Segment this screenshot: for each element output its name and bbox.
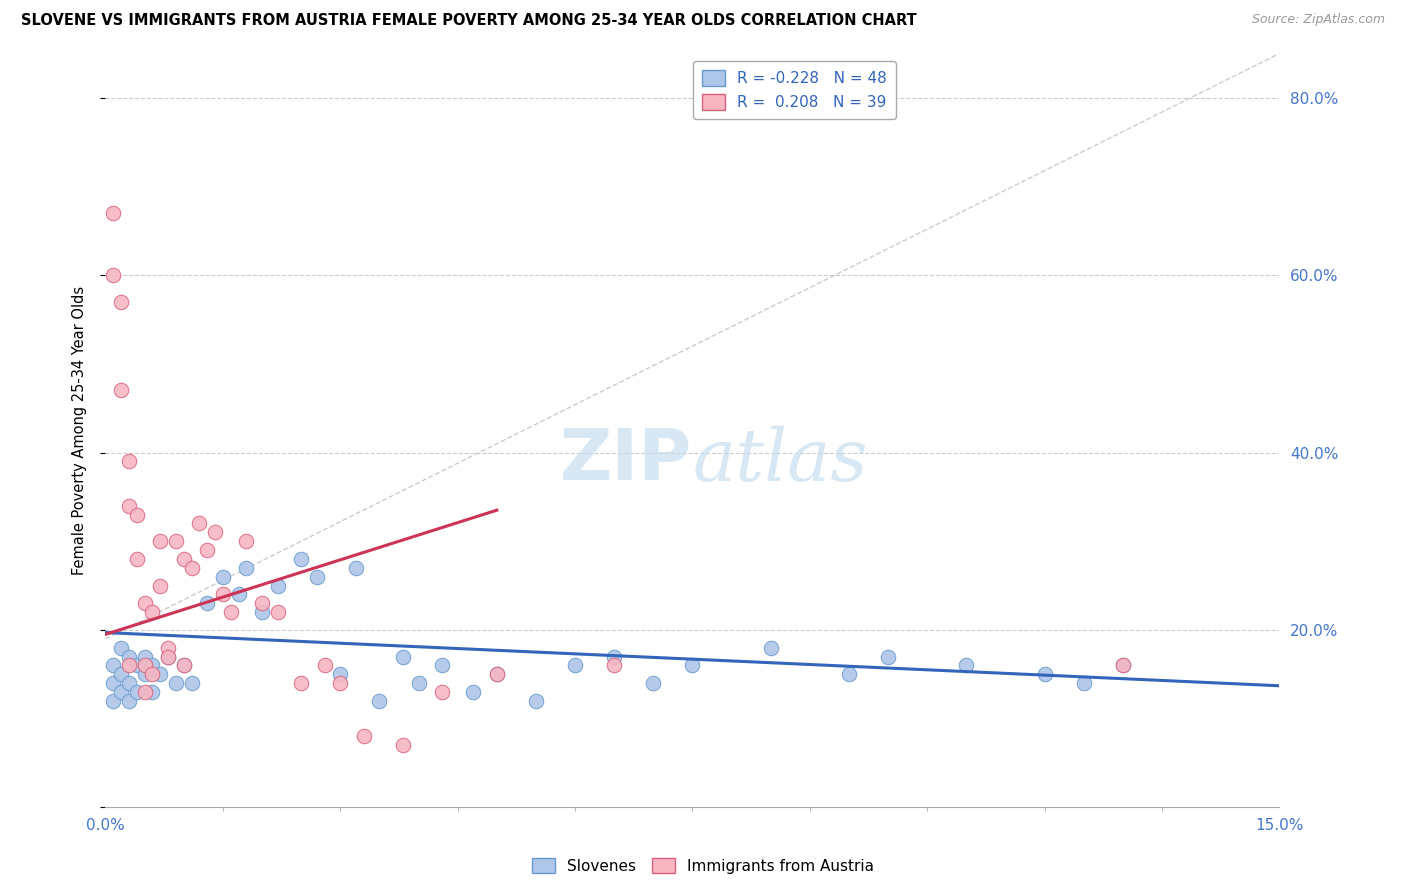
Point: [118, 694, 141, 708]
Point: [118, 658, 141, 673]
Point: [141, 685, 163, 699]
Point: [408, 676, 430, 690]
Point: [838, 667, 860, 681]
Point: [149, 578, 172, 592]
Point: [134, 596, 156, 610]
Point: [290, 676, 312, 690]
Point: [1033, 667, 1056, 681]
Point: [1112, 658, 1135, 673]
Legend: R = -0.228   N = 48, R =  0.208   N = 39: R = -0.228 N = 48, R = 0.208 N = 39: [693, 62, 896, 120]
Point: [211, 570, 233, 584]
Point: [118, 454, 141, 468]
Point: [141, 667, 163, 681]
Point: [228, 587, 250, 601]
Point: [149, 667, 172, 681]
Point: [463, 685, 485, 699]
Point: [173, 658, 195, 673]
Point: [125, 508, 148, 522]
Point: [430, 685, 453, 699]
Legend: Slovenes, Immigrants from Austria: Slovenes, Immigrants from Austria: [526, 852, 880, 880]
Point: [134, 685, 156, 699]
Point: [485, 667, 508, 681]
Point: [643, 676, 665, 690]
Point: [204, 525, 226, 540]
Point: [118, 676, 141, 690]
Point: [103, 206, 125, 220]
Point: [195, 596, 218, 610]
Point: [180, 561, 202, 575]
Point: [564, 658, 586, 673]
Point: [344, 561, 367, 575]
Point: [188, 516, 211, 531]
Point: [134, 658, 156, 673]
Point: [134, 649, 156, 664]
Point: [110, 640, 132, 655]
Point: [110, 384, 132, 398]
Point: [353, 729, 375, 743]
Text: SLOVENE VS IMMIGRANTS FROM AUSTRIA FEMALE POVERTY AMONG 25-34 YEAR OLDS CORRELAT: SLOVENE VS IMMIGRANTS FROM AUSTRIA FEMAL…: [21, 13, 917, 29]
Point: [603, 658, 626, 673]
Point: [368, 694, 391, 708]
Point: [314, 658, 336, 673]
Point: [125, 552, 148, 566]
Y-axis label: Female Poverty Among 25-34 Year Olds: Female Poverty Among 25-34 Year Olds: [72, 285, 87, 575]
Point: [266, 578, 288, 592]
Point: [157, 649, 180, 664]
Point: [118, 649, 141, 664]
Point: [219, 605, 242, 619]
Point: [1112, 658, 1135, 673]
Point: [266, 605, 288, 619]
Point: [329, 676, 352, 690]
Point: [110, 685, 132, 699]
Point: [173, 552, 195, 566]
Text: ZIP: ZIP: [560, 426, 692, 495]
Point: [103, 676, 125, 690]
Point: [180, 676, 202, 690]
Point: [211, 587, 233, 601]
Point: [235, 534, 257, 549]
Point: [195, 543, 218, 558]
Point: [235, 561, 257, 575]
Point: [103, 658, 125, 673]
Point: [141, 605, 163, 619]
Point: [173, 658, 195, 673]
Point: [603, 649, 626, 664]
Point: [759, 640, 782, 655]
Point: [392, 738, 415, 752]
Point: [681, 658, 703, 673]
Point: [305, 570, 328, 584]
Point: [149, 534, 172, 549]
Point: [157, 640, 180, 655]
Point: [430, 658, 453, 673]
Point: [118, 499, 141, 513]
Point: [134, 667, 156, 681]
Text: atlas: atlas: [692, 425, 868, 496]
Text: Source: ZipAtlas.com: Source: ZipAtlas.com: [1251, 13, 1385, 27]
Point: [141, 658, 163, 673]
Point: [329, 667, 352, 681]
Point: [103, 268, 125, 283]
Point: [157, 649, 180, 664]
Point: [110, 294, 132, 309]
Point: [290, 552, 312, 566]
Point: [125, 658, 148, 673]
Point: [485, 667, 508, 681]
Point: [125, 685, 148, 699]
Point: [103, 694, 125, 708]
Point: [165, 676, 187, 690]
Point: [250, 605, 273, 619]
Point: [877, 649, 900, 664]
Point: [165, 534, 187, 549]
Point: [110, 667, 132, 681]
Point: [1073, 676, 1095, 690]
Point: [955, 658, 977, 673]
Point: [524, 694, 547, 708]
Point: [392, 649, 415, 664]
Point: [250, 596, 273, 610]
